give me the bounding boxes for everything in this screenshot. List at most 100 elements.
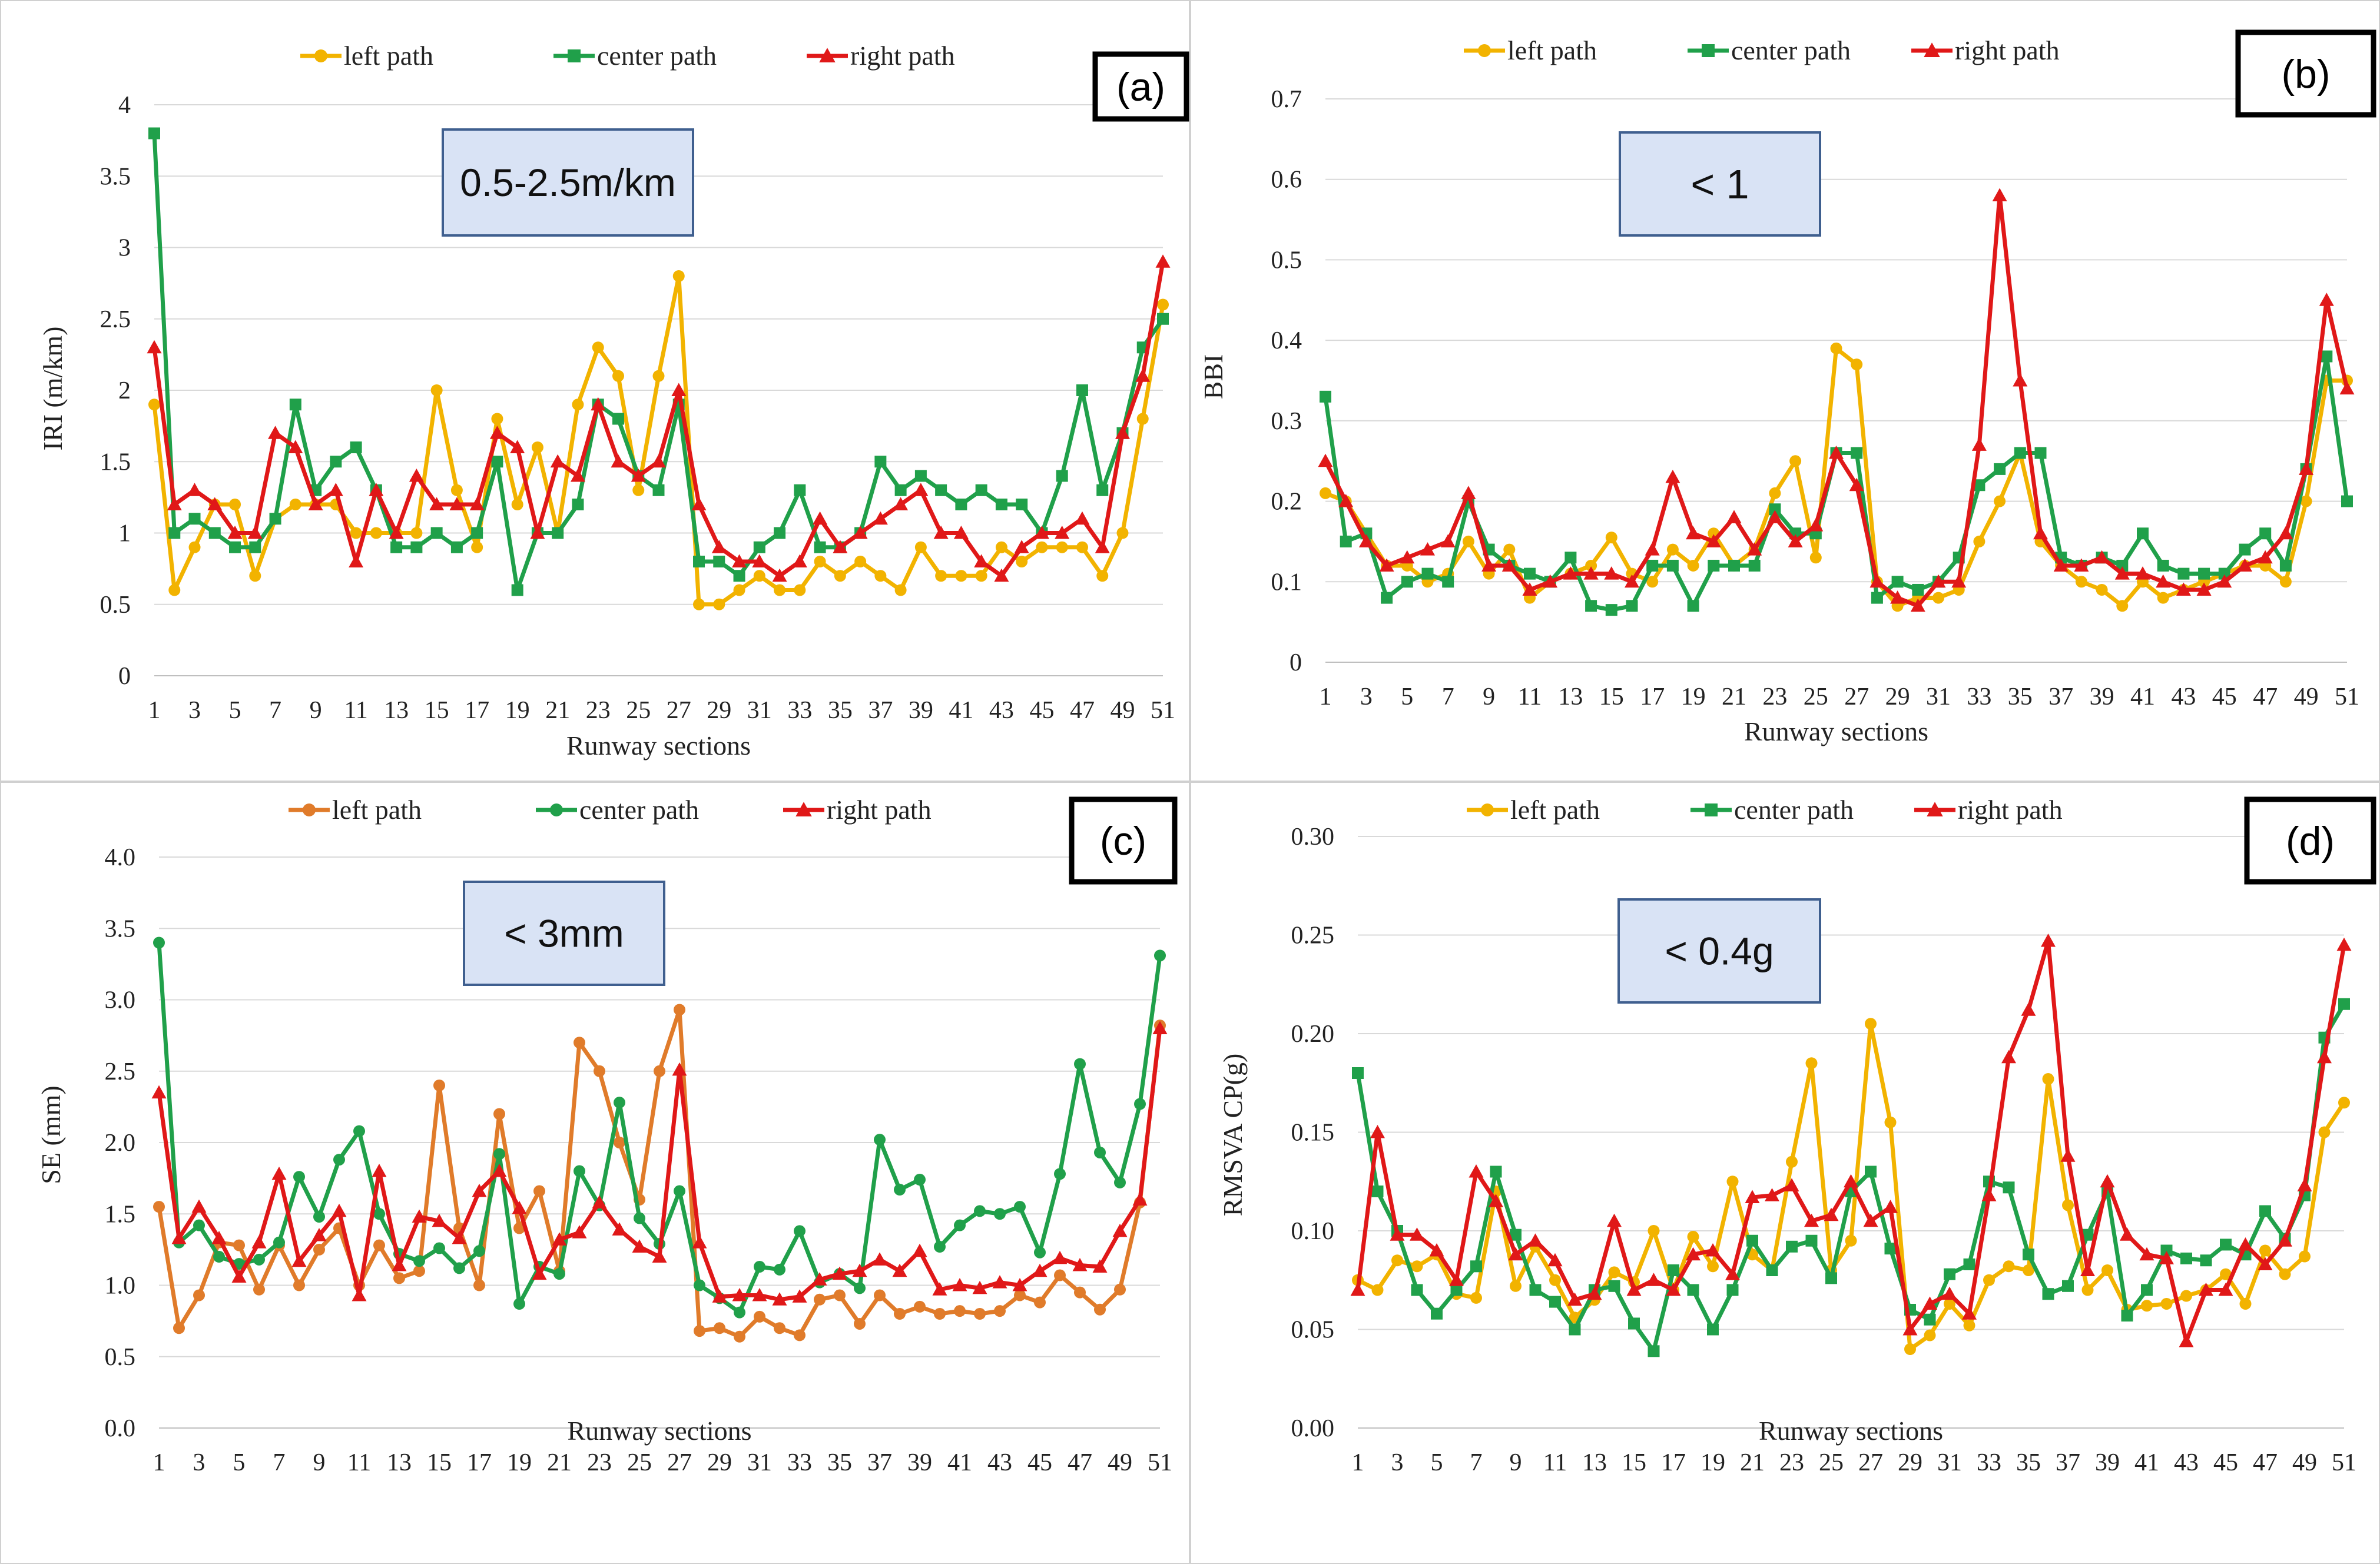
x-tick-label: 7	[269, 697, 281, 724]
data-point	[1604, 566, 1619, 580]
x-tick-label: 31	[747, 1449, 772, 1476]
data-point	[1016, 556, 1028, 567]
x-tick-label: 25	[626, 697, 651, 724]
x-tick-label: 39	[909, 697, 933, 724]
x-tick-label: 47	[2253, 1449, 2278, 1476]
data-point	[1056, 541, 1068, 553]
data-point	[1745, 1190, 1760, 1204]
x-tick-label: 19	[1681, 683, 1706, 710]
y-tick-label: 0.7	[1271, 86, 1302, 113]
y-tick-label: 4	[118, 92, 131, 119]
data-point	[1114, 1283, 1126, 1296]
x-tick-label: 43	[2174, 1449, 2199, 1476]
data-point	[1094, 1303, 1106, 1316]
x-tick-label: 41	[2134, 1449, 2159, 1476]
data-point	[572, 399, 584, 411]
data-point	[1461, 486, 1476, 499]
data-point	[894, 1308, 906, 1320]
data-point	[2100, 1174, 2115, 1188]
data-point	[774, 1322, 785, 1334]
data-point	[249, 541, 261, 553]
data-point	[1421, 567, 1434, 580]
data-point	[473, 1245, 485, 1257]
panel-label-text: (c)	[1100, 819, 1146, 864]
data-point	[2339, 381, 2355, 395]
data-point	[1567, 1292, 1582, 1306]
data-point	[1470, 1260, 1482, 1273]
data-point	[2101, 1264, 2113, 1276]
data-point	[412, 1209, 427, 1223]
y-axis-label: SE (mm)	[36, 1085, 66, 1184]
data-point	[2300, 495, 2312, 507]
x-tick-label: 21	[547, 1449, 572, 1476]
data-point	[972, 1280, 987, 1294]
x-tick-label: 23	[587, 1449, 612, 1476]
x-tick-label: 5	[1431, 1449, 1443, 1476]
data-point	[692, 1235, 707, 1248]
y-tick-label: 1.0	[105, 1273, 136, 1300]
x-tick-label: 5	[229, 697, 241, 724]
data-point	[430, 527, 443, 539]
data-point	[1440, 534, 1456, 547]
data-point	[914, 1174, 926, 1186]
data-point	[409, 469, 424, 482]
data-point	[754, 1260, 765, 1273]
data-point	[1411, 1260, 1423, 1273]
data-point	[1134, 1098, 1146, 1110]
data-point	[2116, 600, 2129, 612]
y-tick-label: 3.5	[105, 915, 136, 942]
data-point	[153, 1201, 165, 1213]
data-point	[1830, 342, 1842, 354]
chart-panel-c: 0.0 0.5 1.0 1.5 2.0 2.5 3.0 3.5 4.0 1 3 5 7 9 11 13 15 17…	[0, 782, 1190, 1564]
data-point	[1766, 1264, 1778, 1276]
data-point	[2135, 566, 2150, 580]
data-point	[2180, 1252, 2192, 1264]
data-point	[612, 370, 624, 382]
x-tick-label: 37	[868, 697, 893, 724]
x-tick-label: 3	[188, 697, 201, 724]
data-point	[350, 527, 362, 539]
data-point	[954, 1305, 966, 1317]
data-point	[1340, 535, 1352, 547]
data-point	[753, 541, 765, 553]
data-point	[614, 1137, 625, 1148]
data-point	[392, 1258, 407, 1271]
data-point	[952, 1278, 967, 1291]
data-point	[171, 1230, 187, 1244]
data-point	[1890, 590, 1905, 604]
data-point	[2318, 1126, 2331, 1138]
panel-frame	[1190, 0, 2380, 782]
data-point	[2001, 1050, 2016, 1064]
data-point	[1400, 550, 1415, 564]
y-tick-label: 1.5	[105, 1201, 136, 1228]
data-point	[894, 1184, 906, 1196]
data-point	[1746, 1234, 1758, 1247]
x-tick-label: 13	[1582, 1449, 1607, 1476]
data-point	[753, 570, 765, 582]
data-point	[1352, 1067, 1364, 1079]
data-point	[313, 1211, 325, 1223]
data-point	[1016, 499, 1028, 510]
data-point	[1320, 487, 1331, 499]
x-tick-label: 49	[1110, 697, 1135, 724]
data-point	[1845, 1234, 1857, 1247]
data-point	[1646, 559, 1659, 572]
data-point	[574, 1037, 585, 1049]
legend-label: left path	[1507, 35, 1597, 65]
x-tick-label: 49	[1108, 1449, 1132, 1476]
data-point	[591, 397, 606, 411]
data-point	[1094, 1146, 1106, 1158]
x-tick-label: 51	[2332, 1449, 2356, 1476]
data-point	[188, 513, 201, 525]
chart-b-svg: 00.10.20.30.40.50.60.71 3 5 7 9 11 13 15 17 19 21 2…	[1190, 0, 2380, 782]
data-point	[1865, 1165, 1877, 1178]
x-tick-label: 35	[828, 697, 853, 724]
data-point	[289, 399, 301, 411]
data-point	[2160, 1244, 2173, 1257]
x-tick-label: 7	[1442, 683, 1454, 710]
data-point	[1320, 390, 1331, 403]
data-point	[874, 1134, 886, 1146]
data-point	[211, 1230, 227, 1244]
data-point	[1963, 1258, 1975, 1270]
x-tick-label: 25	[627, 1449, 652, 1476]
